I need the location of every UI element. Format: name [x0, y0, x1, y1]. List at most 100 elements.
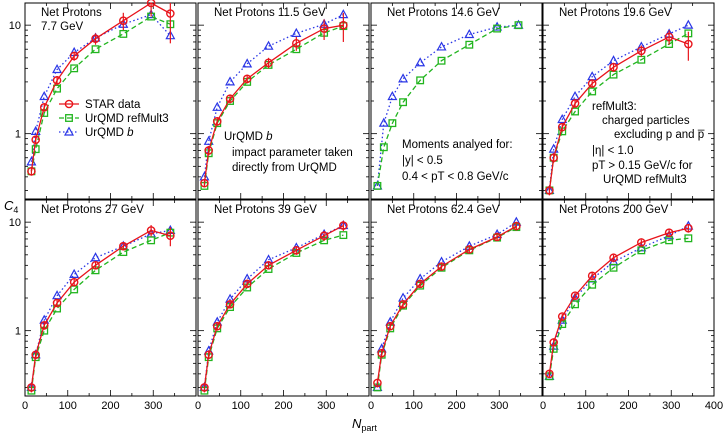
data-point — [684, 39, 693, 49]
data-point — [52, 63, 63, 74]
note-moments: Moments analyed for: |y| < 0.5 0.4 < pT < … — [402, 139, 513, 183]
series-urqmd-b — [26, 224, 176, 392]
data-point — [225, 76, 236, 86]
x-tick-label: 200 — [101, 400, 119, 412]
data-point — [398, 73, 409, 83]
data-point — [570, 291, 580, 301]
x-axis-label-sub: part — [361, 423, 377, 433]
x-tick-label: 100 — [59, 400, 77, 412]
data-point — [588, 87, 597, 96]
panel-4: Net Protons 19.6 GeV — [542, 2, 715, 200]
data-point — [378, 117, 389, 127]
panel-title: Net Protons 200 GeV — [559, 204, 669, 216]
panel-2: Net Protons 11.5 GeV — [197, 2, 370, 200]
series-line — [376, 225, 517, 383]
series-line — [376, 24, 519, 187]
y-axis-label: C4 — [4, 198, 18, 215]
data-point — [264, 58, 273, 68]
data-point — [27, 383, 36, 392]
panel-title: Net Protons — [41, 7, 102, 19]
data-point — [119, 241, 128, 251]
data-point — [570, 99, 580, 108]
y-tick-label: 10 — [9, 217, 21, 229]
data-point — [119, 29, 128, 38]
data-point — [545, 186, 554, 195]
series-line — [376, 24, 519, 186]
data-point — [512, 221, 521, 231]
series-line — [30, 13, 171, 162]
panel-title: Net Protons 11.5 GeV — [214, 7, 326, 19]
data-point — [225, 299, 235, 309]
x-tick-label: 100 — [405, 400, 423, 412]
data-point — [339, 20, 348, 30]
series-urqmd-refmult3 — [373, 223, 521, 392]
data-point — [571, 300, 580, 309]
series-line — [30, 232, 171, 391]
data-point — [388, 119, 397, 128]
note-line: pT > 0.15 GeV/c for — [592, 160, 693, 172]
x-tick-label: 300 — [144, 400, 162, 412]
panel-1: 1 10 Net Protons 7.7 GeV — [9, 0, 197, 200]
data-point — [339, 221, 348, 230]
note-line: charged particles — [602, 115, 690, 127]
panel-frame — [370, 2, 543, 200]
data-point — [684, 223, 693, 233]
series-urqmd-b — [544, 220, 694, 380]
data-point — [212, 117, 222, 126]
data-point — [69, 268, 80, 278]
data-point — [212, 321, 222, 331]
data-point — [242, 58, 253, 68]
series-line — [203, 24, 344, 184]
data-point — [200, 178, 209, 188]
y-tick-label: 10 — [9, 20, 21, 32]
legend-marker — [63, 126, 75, 136]
data-point — [339, 231, 348, 240]
series-star-data — [27, 0, 175, 176]
data-point — [557, 312, 567, 321]
note-line: UrQMD b — [224, 131, 273, 143]
legend-label: UrQMD refMult3 — [85, 113, 169, 125]
data-point — [493, 24, 502, 33]
data-point — [52, 76, 62, 85]
data-point — [379, 143, 388, 152]
data-point — [637, 238, 646, 247]
series-line — [30, 229, 171, 388]
x-tick-label: 200 — [447, 400, 465, 412]
y-tick-label: 1 — [15, 326, 21, 338]
data-point — [545, 369, 554, 379]
data-point — [492, 21, 503, 31]
data-point — [416, 76, 425, 85]
note-line: |y| < 0.5 — [402, 155, 443, 167]
data-point — [373, 181, 382, 190]
series-urqmd-b — [199, 9, 349, 181]
data-point — [609, 263, 618, 272]
data-point — [31, 145, 40, 154]
x-tick-label: 100 — [577, 400, 595, 412]
data-point — [242, 279, 252, 289]
data-point — [204, 350, 213, 360]
data-point — [664, 32, 674, 42]
note-line: excluding p and p̅ — [614, 129, 705, 141]
series-urqmd-b — [199, 220, 349, 392]
data-point — [146, 226, 156, 235]
data-point — [492, 232, 502, 242]
x-tick-label: 0 — [22, 400, 28, 412]
series-urqmd-b — [372, 216, 522, 392]
data-point — [147, 236, 156, 245]
series-line — [30, 229, 171, 388]
data-point — [90, 252, 101, 262]
series-line — [548, 225, 689, 377]
data-point — [91, 45, 100, 54]
note-urqmd-b: UrQMD b impact parameter taken directly fr… — [224, 131, 353, 174]
data-point — [69, 277, 79, 287]
data-point — [377, 348, 386, 358]
data-point — [664, 228, 674, 237]
series-star-data — [200, 220, 348, 393]
data-point — [166, 9, 175, 18]
y-axis-label-sub: 4 — [13, 205, 18, 215]
panel-3: Net Protons 14.6 GeV — [370, 2, 543, 200]
data-point — [200, 383, 209, 392]
panel-title: Net Protons 14.6 GeV — [387, 7, 500, 19]
x-tick-label: 0 — [368, 400, 374, 412]
